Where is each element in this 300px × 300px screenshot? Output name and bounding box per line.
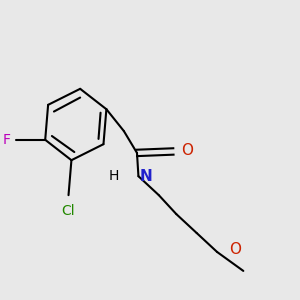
Text: O: O <box>181 142 193 158</box>
Text: F: F <box>3 133 11 147</box>
Text: H: H <box>109 169 119 183</box>
Text: N: N <box>140 169 153 184</box>
Text: Cl: Cl <box>62 204 75 218</box>
Text: O: O <box>229 242 241 256</box>
